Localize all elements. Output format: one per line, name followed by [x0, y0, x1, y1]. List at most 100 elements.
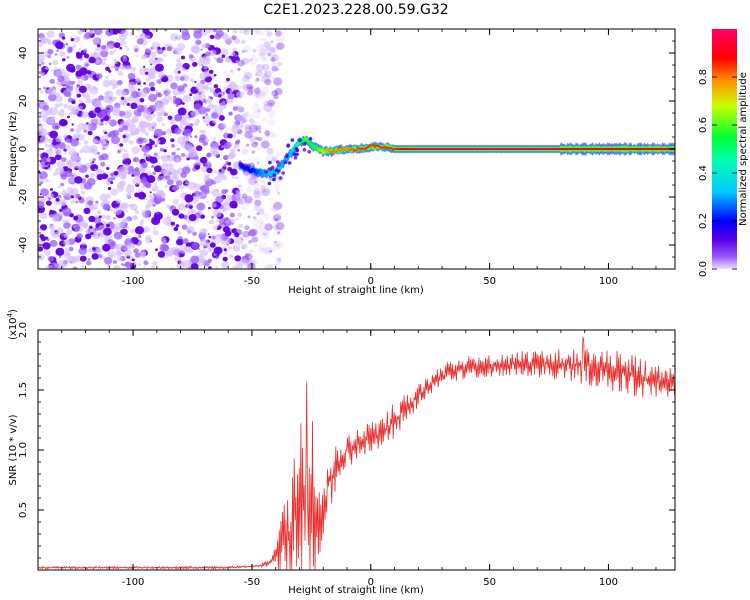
noise-speckle [83, 49, 87, 53]
noise-speckle [136, 55, 139, 58]
noise-speckle [93, 29, 103, 36]
noise-speckle [92, 99, 96, 102]
noise-speckle [258, 243, 267, 251]
colorbar-label: Normalized spectral amplitude [738, 72, 749, 226]
noise-speckle [180, 29, 186, 32]
noise-speckle [193, 103, 202, 110]
noise-speckle [48, 167, 52, 171]
noise-speckle [119, 46, 123, 50]
noise-speckle [200, 48, 203, 51]
ridge-cell [308, 142, 312, 145]
noise-speckle [113, 256, 116, 259]
noise-speckle [131, 174, 135, 177]
noise-speckle [61, 189, 68, 196]
noise-speckle [42, 72, 45, 75]
noise-speckle [120, 96, 125, 101]
noise-speckle [259, 51, 266, 57]
noise-speckle [219, 218, 227, 225]
noise-speckle [115, 89, 124, 96]
noise-speckle [200, 238, 209, 247]
noise-speckle [274, 187, 280, 192]
noise-speckle [123, 148, 128, 153]
noise-speckle [78, 99, 83, 104]
noise-speckle [106, 264, 111, 268]
noise-speckle [232, 106, 238, 111]
noise-speckle [54, 145, 59, 149]
noise-speckle [276, 243, 280, 247]
noise-speckle [74, 176, 83, 184]
snr-y-scale-base: (x10 [8, 317, 19, 340]
noise-speckle [47, 87, 57, 96]
noise-speckle [145, 47, 152, 54]
noise-speckle [143, 260, 149, 266]
noise-speckle [78, 247, 87, 256]
noise-speckle [38, 254, 45, 261]
noise-speckle [72, 44, 77, 48]
noise-speckle [58, 142, 66, 150]
noise-speckle [75, 64, 82, 71]
noise-speckle [38, 118, 41, 124]
ridge-cell [253, 169, 257, 172]
noise-speckle [212, 104, 218, 110]
noise-speckle [112, 109, 121, 117]
noise-speckle [235, 263, 243, 269]
noise-speckle [39, 153, 43, 157]
noise-speckle [212, 137, 216, 141]
noise-speckle [98, 254, 103, 258]
noise-speckle [227, 153, 235, 160]
noise-speckle [106, 167, 110, 170]
noise-speckle [231, 125, 241, 134]
noise-speckle [67, 176, 75, 183]
noise-speckle [195, 158, 201, 164]
noise-speckle [126, 225, 130, 229]
noise-speckle [179, 76, 185, 81]
noise-speckle [163, 149, 167, 153]
noise-speckle [208, 69, 214, 74]
noise-speckle [146, 175, 156, 184]
noise-speckle [81, 265, 85, 268]
noise-speckle [254, 244, 257, 247]
noise-speckle [103, 227, 112, 236]
noise-speckle [251, 125, 261, 134]
noise-speckle [236, 218, 239, 221]
noise-speckle [224, 189, 229, 193]
noise-speckle [55, 92, 60, 97]
noise-speckle [140, 219, 144, 223]
ridge-cell [290, 150, 293, 153]
snr-x-axis: -100 -50 0 50 100 [37, 330, 657, 588]
noise-speckle [185, 181, 189, 185]
noise-speckle [87, 130, 93, 136]
noise-speckle [246, 83, 254, 91]
noise-speckle [266, 31, 273, 37]
noise-speckle [236, 91, 244, 99]
noise-speckle [61, 232, 65, 237]
noise-speckle [177, 85, 185, 92]
noise-speckle [252, 79, 259, 85]
noise-speckle [39, 224, 48, 231]
noise-speckle [126, 48, 130, 51]
noise-speckle [134, 252, 141, 258]
noise-speckle [156, 139, 161, 144]
noise-speckle [100, 44, 110, 53]
noise-speckle [217, 227, 220, 230]
noise-speckle [114, 222, 124, 231]
noise-speckle [260, 86, 270, 95]
noise-speckle [261, 74, 271, 84]
noise-speckle [210, 112, 219, 119]
noise-speckle [107, 133, 113, 138]
noise-speckle [253, 225, 263, 233]
noise-speckle [137, 191, 147, 200]
noise-speckle [206, 123, 209, 126]
noise-speckle [212, 119, 218, 124]
noise-speckle [206, 108, 211, 112]
noise-speckle [237, 67, 241, 71]
noise-speckle [71, 123, 74, 126]
noise-speckle [145, 182, 152, 189]
noise-speckle [96, 173, 104, 181]
noise-speckle [114, 61, 118, 65]
spectrogram-x-label: Height of straight line (km) [288, 285, 424, 296]
noise-speckle [63, 89, 72, 98]
noise-speckle [223, 207, 228, 212]
ridge-cell [355, 149, 358, 152]
noise-speckle [267, 52, 272, 57]
